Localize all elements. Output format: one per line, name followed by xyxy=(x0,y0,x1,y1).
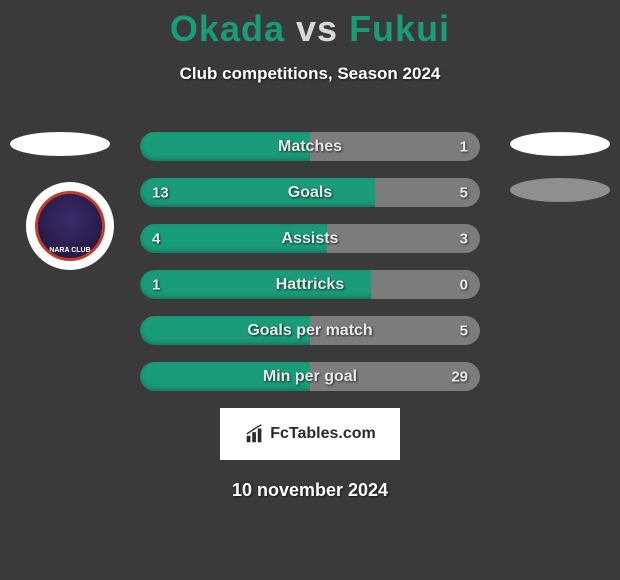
club-badge-inner xyxy=(35,191,105,261)
stat-bar: 1Hattricks0 xyxy=(140,270,480,299)
stat-bar-fill-right xyxy=(310,132,480,161)
stat-value-right: 29 xyxy=(451,368,468,385)
club-badge xyxy=(26,182,114,270)
subtitle: Club competitions, Season 2024 xyxy=(0,64,620,84)
content-area: Matches1 13Goals5 4Assists3 1Hattricks0 Goal… xyxy=(0,132,620,501)
player1-crest-placeholder xyxy=(10,132,110,156)
vs-label: vs xyxy=(296,8,338,49)
stat-bar: Min per goal29 xyxy=(140,362,480,391)
stat-value-left: 4 xyxy=(152,230,160,247)
stat-bar: Matches1 xyxy=(140,132,480,161)
stat-bars: Matches1 13Goals5 4Assists3 1Hattricks0 Goal… xyxy=(140,132,480,391)
stat-value-right: 5 xyxy=(460,184,468,201)
stat-bar-fill-right xyxy=(310,316,480,345)
brand-box[interactable]: FcTables.com xyxy=(220,408,400,460)
stat-value-right: 3 xyxy=(460,230,468,247)
stat-value-left: 13 xyxy=(152,184,169,201)
stat-value-left: 1 xyxy=(152,276,160,293)
stat-value-right: 5 xyxy=(460,322,468,339)
stat-bar: Goals per match5 xyxy=(140,316,480,345)
player2-name: Fukui xyxy=(349,8,450,49)
stat-value-right: 1 xyxy=(460,138,468,155)
player2-crest-placeholder-1 xyxy=(510,132,610,156)
brand-icon xyxy=(244,423,266,445)
date-label: 10 november 2024 xyxy=(0,480,620,501)
comparison-title: Okada vs Fukui xyxy=(0,0,620,50)
stat-bar-fill-right xyxy=(327,224,480,253)
stat-value-right: 0 xyxy=(460,276,468,293)
player2-crest-placeholder-2 xyxy=(510,178,610,202)
player1-name: Okada xyxy=(170,8,285,49)
brand-content: FcTables.com xyxy=(244,423,376,445)
stat-bar: 13Goals5 xyxy=(140,178,480,207)
stat-bar: 4Assists3 xyxy=(140,224,480,253)
brand-label: FcTables.com xyxy=(270,425,376,443)
